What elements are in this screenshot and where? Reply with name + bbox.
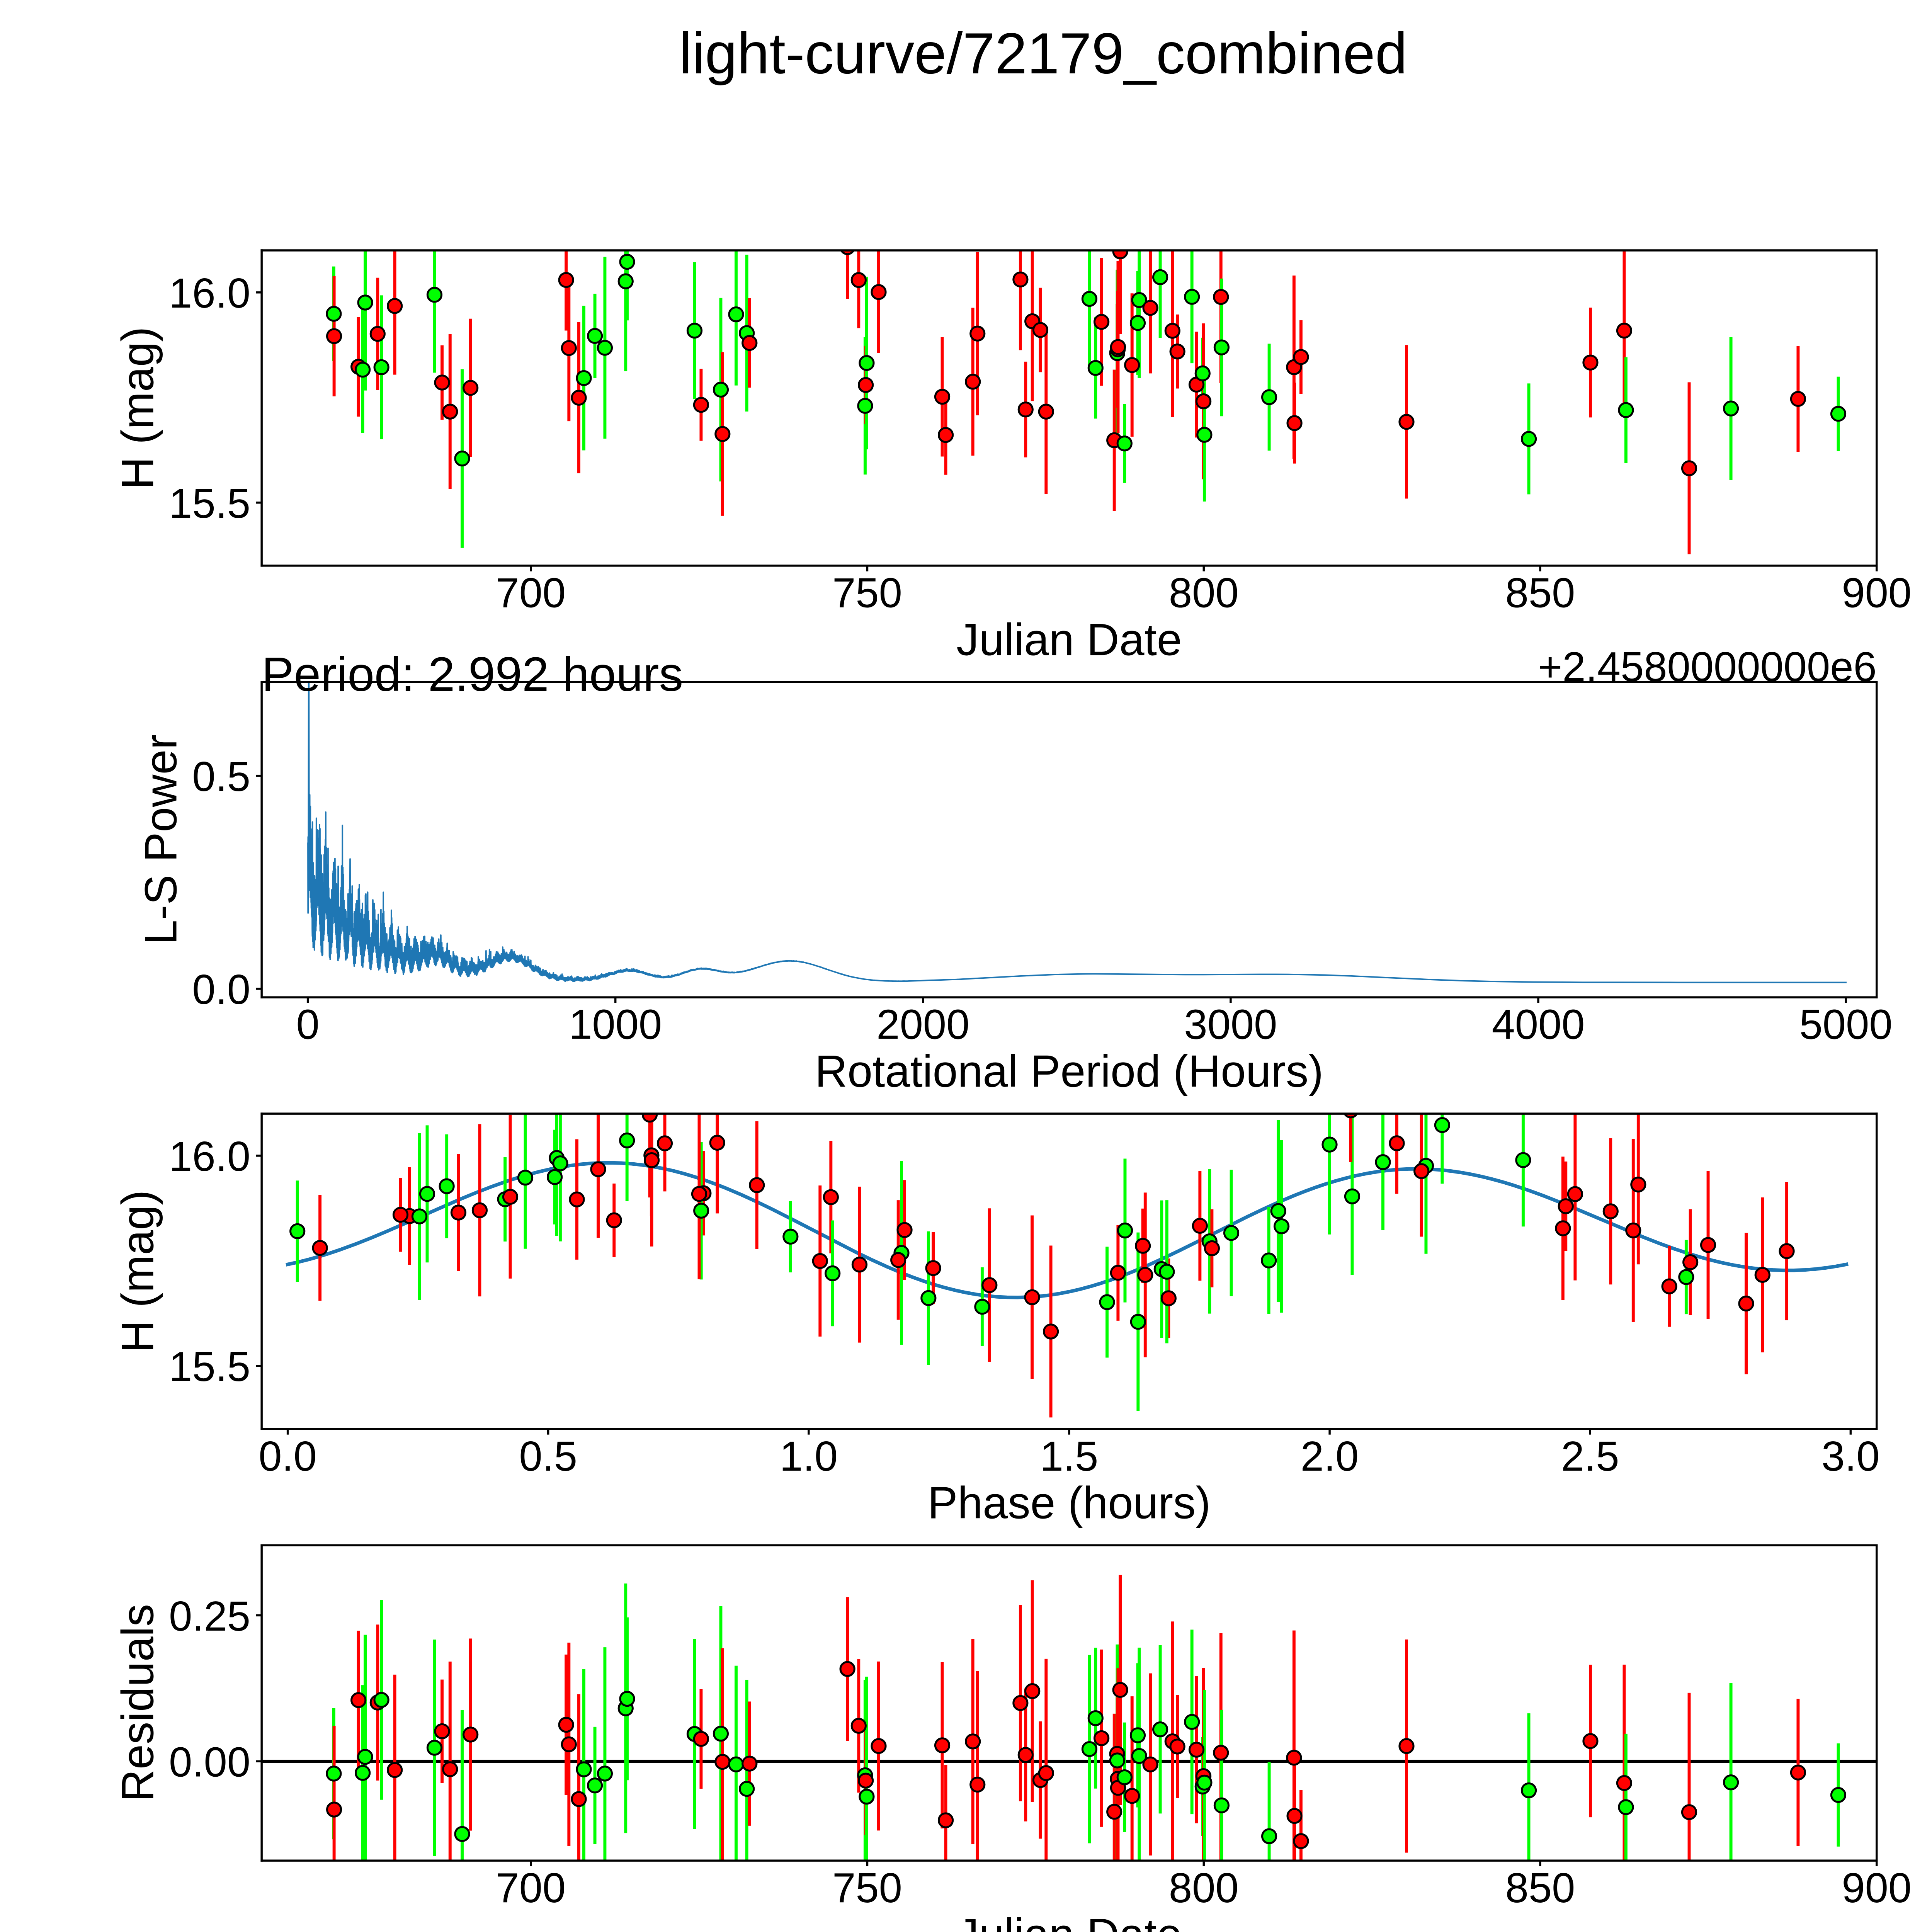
svg-text:L-S Power: L-S Power [136, 735, 186, 945]
svg-text:2.5: 2.5 [1561, 1433, 1619, 1480]
svg-text:0.0: 0.0 [259, 1433, 317, 1480]
svg-text:900: 900 [1842, 570, 1912, 616]
svg-text:15.5: 15.5 [169, 480, 250, 527]
svg-text:0.0: 0.0 [192, 966, 250, 1013]
svg-text:light-curve/72179_combined: light-curve/72179_combined [679, 21, 1408, 86]
svg-text:15.5: 15.5 [169, 1343, 250, 1390]
svg-text:Residuals: Residuals [112, 1604, 163, 1802]
svg-text:Julian Date: Julian Date [956, 614, 1182, 665]
svg-text:4000: 4000 [1492, 1001, 1585, 1048]
svg-text:850: 850 [1505, 1864, 1575, 1911]
svg-text:16.0: 16.0 [169, 270, 250, 316]
svg-text:H (mag): H (mag) [112, 327, 163, 489]
svg-text:750: 750 [832, 1864, 902, 1911]
svg-text:0.5: 0.5 [519, 1433, 577, 1480]
svg-text:H (mag): H (mag) [112, 1190, 163, 1352]
svg-text:800: 800 [1169, 1864, 1239, 1911]
svg-text:Julian Date: Julian Date [956, 1909, 1182, 1932]
svg-text:1.0: 1.0 [780, 1433, 838, 1480]
svg-text:0.25: 0.25 [169, 1593, 250, 1639]
svg-text:3000: 3000 [1184, 1001, 1277, 1048]
svg-text:1000: 1000 [569, 1001, 662, 1048]
svg-text:700: 700 [496, 1864, 566, 1911]
svg-text:3.0: 3.0 [1821, 1433, 1880, 1480]
svg-text:5000: 5000 [1799, 1001, 1893, 1048]
svg-text:16.0: 16.0 [169, 1133, 250, 1180]
svg-text:1.5: 1.5 [1040, 1433, 1099, 1480]
svg-text:750: 750 [832, 570, 902, 616]
svg-text:800: 800 [1169, 570, 1239, 616]
svg-text:850: 850 [1505, 570, 1575, 616]
svg-text:Phase (hours): Phase (hours) [928, 1477, 1211, 1528]
svg-text:700: 700 [496, 570, 566, 616]
svg-text:0.5: 0.5 [192, 753, 250, 800]
svg-text:0.00: 0.00 [169, 1739, 250, 1786]
svg-text:2.0: 2.0 [1301, 1433, 1359, 1480]
svg-text:2000: 2000 [876, 1001, 969, 1048]
svg-text:900: 900 [1842, 1864, 1912, 1911]
svg-text:Rotational Period (Hours): Rotational Period (Hours) [815, 1046, 1323, 1096]
svg-text:Period: 2.992 hours: Period: 2.992 hours [262, 648, 683, 701]
svg-text:0: 0 [296, 1001, 319, 1048]
